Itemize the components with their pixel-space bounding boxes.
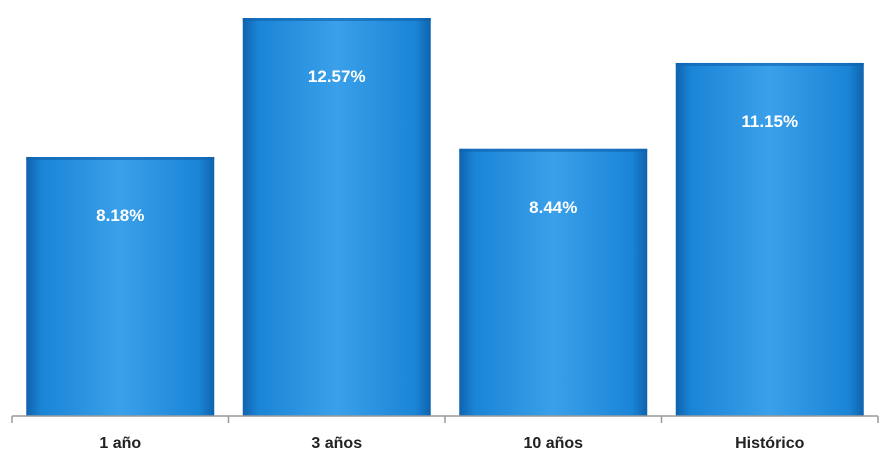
data-label-10-anos: 8.44% [529, 198, 577, 217]
x-tick-label-10-anos: 10 años [523, 435, 583, 452]
data-label-historico: 11.15% [741, 112, 798, 131]
x-tick-label-1-ano: 1 año [99, 435, 141, 452]
data-labels-group: 8.18% 12.57% 8.44% 11.15% [96, 67, 798, 225]
bar-top-edge-1-ano [26, 156, 215, 160]
bar-historico [675, 62, 864, 416]
x-tick-label-historico: Histórico [735, 435, 805, 452]
x-axis-tick-labels: 1 año 3 años 10 años Histórico [99, 435, 804, 452]
data-label-3-anos: 12.57% [308, 67, 366, 86]
data-label-1-ano: 8.18% [96, 206, 144, 225]
bar-top-edge-10-anos [459, 148, 648, 152]
bar-1-ano [26, 156, 215, 416]
bar-top-edge-historico [675, 62, 864, 66]
bar-10-anos [459, 148, 648, 416]
x-tick-label-3-anos: 3 años [311, 435, 362, 452]
bar-top-edge-3-anos [242, 18, 431, 21]
bars-group [26, 18, 864, 416]
x-axis-ticks [11, 416, 879, 423]
bar-3-anos [242, 18, 431, 416]
